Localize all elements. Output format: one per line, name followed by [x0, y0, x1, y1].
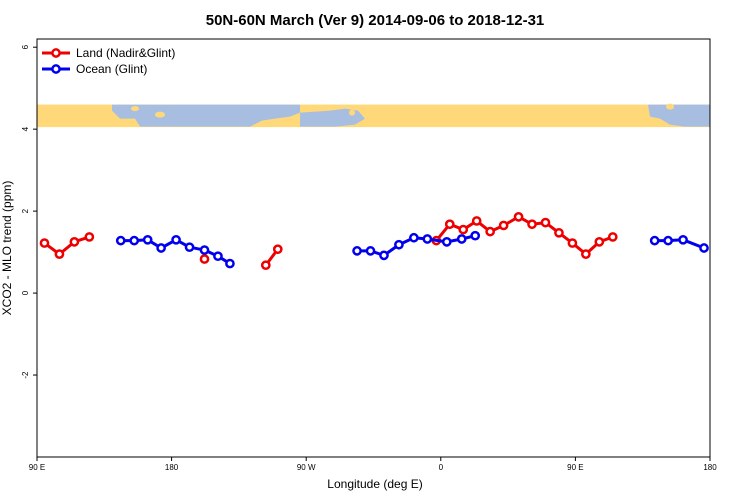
legend-entry-ocean: Ocean (Glint): [42, 62, 147, 76]
map-land-feature: [155, 111, 165, 118]
data-point: [422, 234, 433, 244]
x-tick-label: 90 W: [297, 463, 316, 472]
data-point: [171, 234, 181, 245]
data-point: [156, 243, 166, 253]
y-tick-label: 2: [21, 208, 30, 213]
data-point: [678, 234, 688, 245]
data-point: [471, 216, 482, 226]
data-point: [441, 237, 452, 247]
data-point: [540, 217, 551, 228]
data-point: [607, 232, 618, 242]
data-point: [379, 250, 389, 261]
y-axis-label: XCO2 - MLO trend (ppm): [0, 181, 14, 316]
data-point: [184, 242, 195, 253]
series-land: [39, 212, 618, 271]
legend: Land (Nadir&Glint) Ocean (Glint): [42, 46, 175, 76]
chart-title: 50N-60N March (Ver 9) 2014-09-06 to 2018…: [206, 12, 545, 29]
legend-label-ocean: Ocean (Glint): [76, 62, 147, 76]
data-point: [594, 237, 605, 247]
x-tick-label: 180: [165, 463, 179, 472]
y-tick-label: 4: [21, 126, 30, 131]
data-point: [115, 235, 126, 246]
y-tick-label: -2: [21, 371, 30, 379]
series-line: [43, 235, 90, 256]
data-point: [409, 232, 419, 243]
x-tick-label: 90 E: [29, 463, 45, 472]
data-point: [456, 234, 467, 244]
data-point: [527, 219, 537, 230]
map-ocean-region: [150, 104, 246, 127]
y-tick-label: 6: [21, 44, 30, 49]
data-point: [213, 251, 223, 262]
data-point: [470, 230, 481, 241]
series-line: [654, 238, 705, 250]
data-point: [199, 254, 210, 264]
legend-marker-ocean: [51, 64, 61, 74]
data-point: [129, 235, 140, 246]
x-tick-label: 90 E: [567, 463, 583, 472]
legend-marker-land: [51, 48, 61, 58]
map-ocean-region: [685, 104, 710, 127]
data-point: [142, 234, 153, 245]
map-land-feature: [349, 109, 355, 116]
x-tick-label: 180: [703, 463, 717, 472]
data-point: [581, 249, 591, 259]
data-point: [225, 258, 235, 269]
data-point: [567, 238, 578, 248]
x-axis: 90 E 180 90 W 0 90 E 180: [29, 457, 717, 472]
data-point: [699, 243, 709, 253]
data-point: [554, 227, 564, 238]
map-strip-ocean: [112, 103, 710, 127]
map-ocean-region: [246, 104, 300, 127]
data-point: [394, 239, 404, 250]
world-map-strip: [37, 103, 710, 128]
legend-label-land: Land (Nadir&Glint): [76, 46, 175, 60]
map-land-feature: [666, 103, 674, 110]
x-tick-label: 0: [439, 463, 444, 472]
plot-frame: [36, 38, 711, 458]
map-land-feature: [131, 106, 139, 112]
data-point: [84, 232, 95, 242]
x-axis-label: Longitude (deg E): [327, 477, 422, 491]
data-point: [649, 235, 660, 246]
data-point: [54, 249, 65, 259]
data-point: [199, 245, 210, 255]
data-point: [458, 224, 469, 235]
data-point: [498, 220, 509, 231]
data-point: [663, 235, 673, 246]
y-axis: -2 0 2 4 6: [21, 44, 37, 379]
data-point: [513, 212, 524, 222]
map-ocean-region: [300, 108, 365, 127]
data-point: [69, 237, 80, 247]
data-point: [39, 238, 50, 248]
data-point: [485, 226, 496, 237]
map-ocean-region: [112, 104, 150, 127]
data-point: [444, 219, 455, 230]
series-layer: [39, 212, 709, 271]
data-point: [272, 244, 283, 255]
y-tick-label: 0: [21, 290, 30, 295]
legend-entry-land: Land (Nadir&Glint): [42, 46, 175, 60]
series-ocean: [115, 230, 709, 269]
data-point: [352, 246, 362, 256]
data-point: [365, 246, 376, 256]
data-point: [260, 260, 271, 271]
map-ocean-region: [648, 104, 685, 127]
